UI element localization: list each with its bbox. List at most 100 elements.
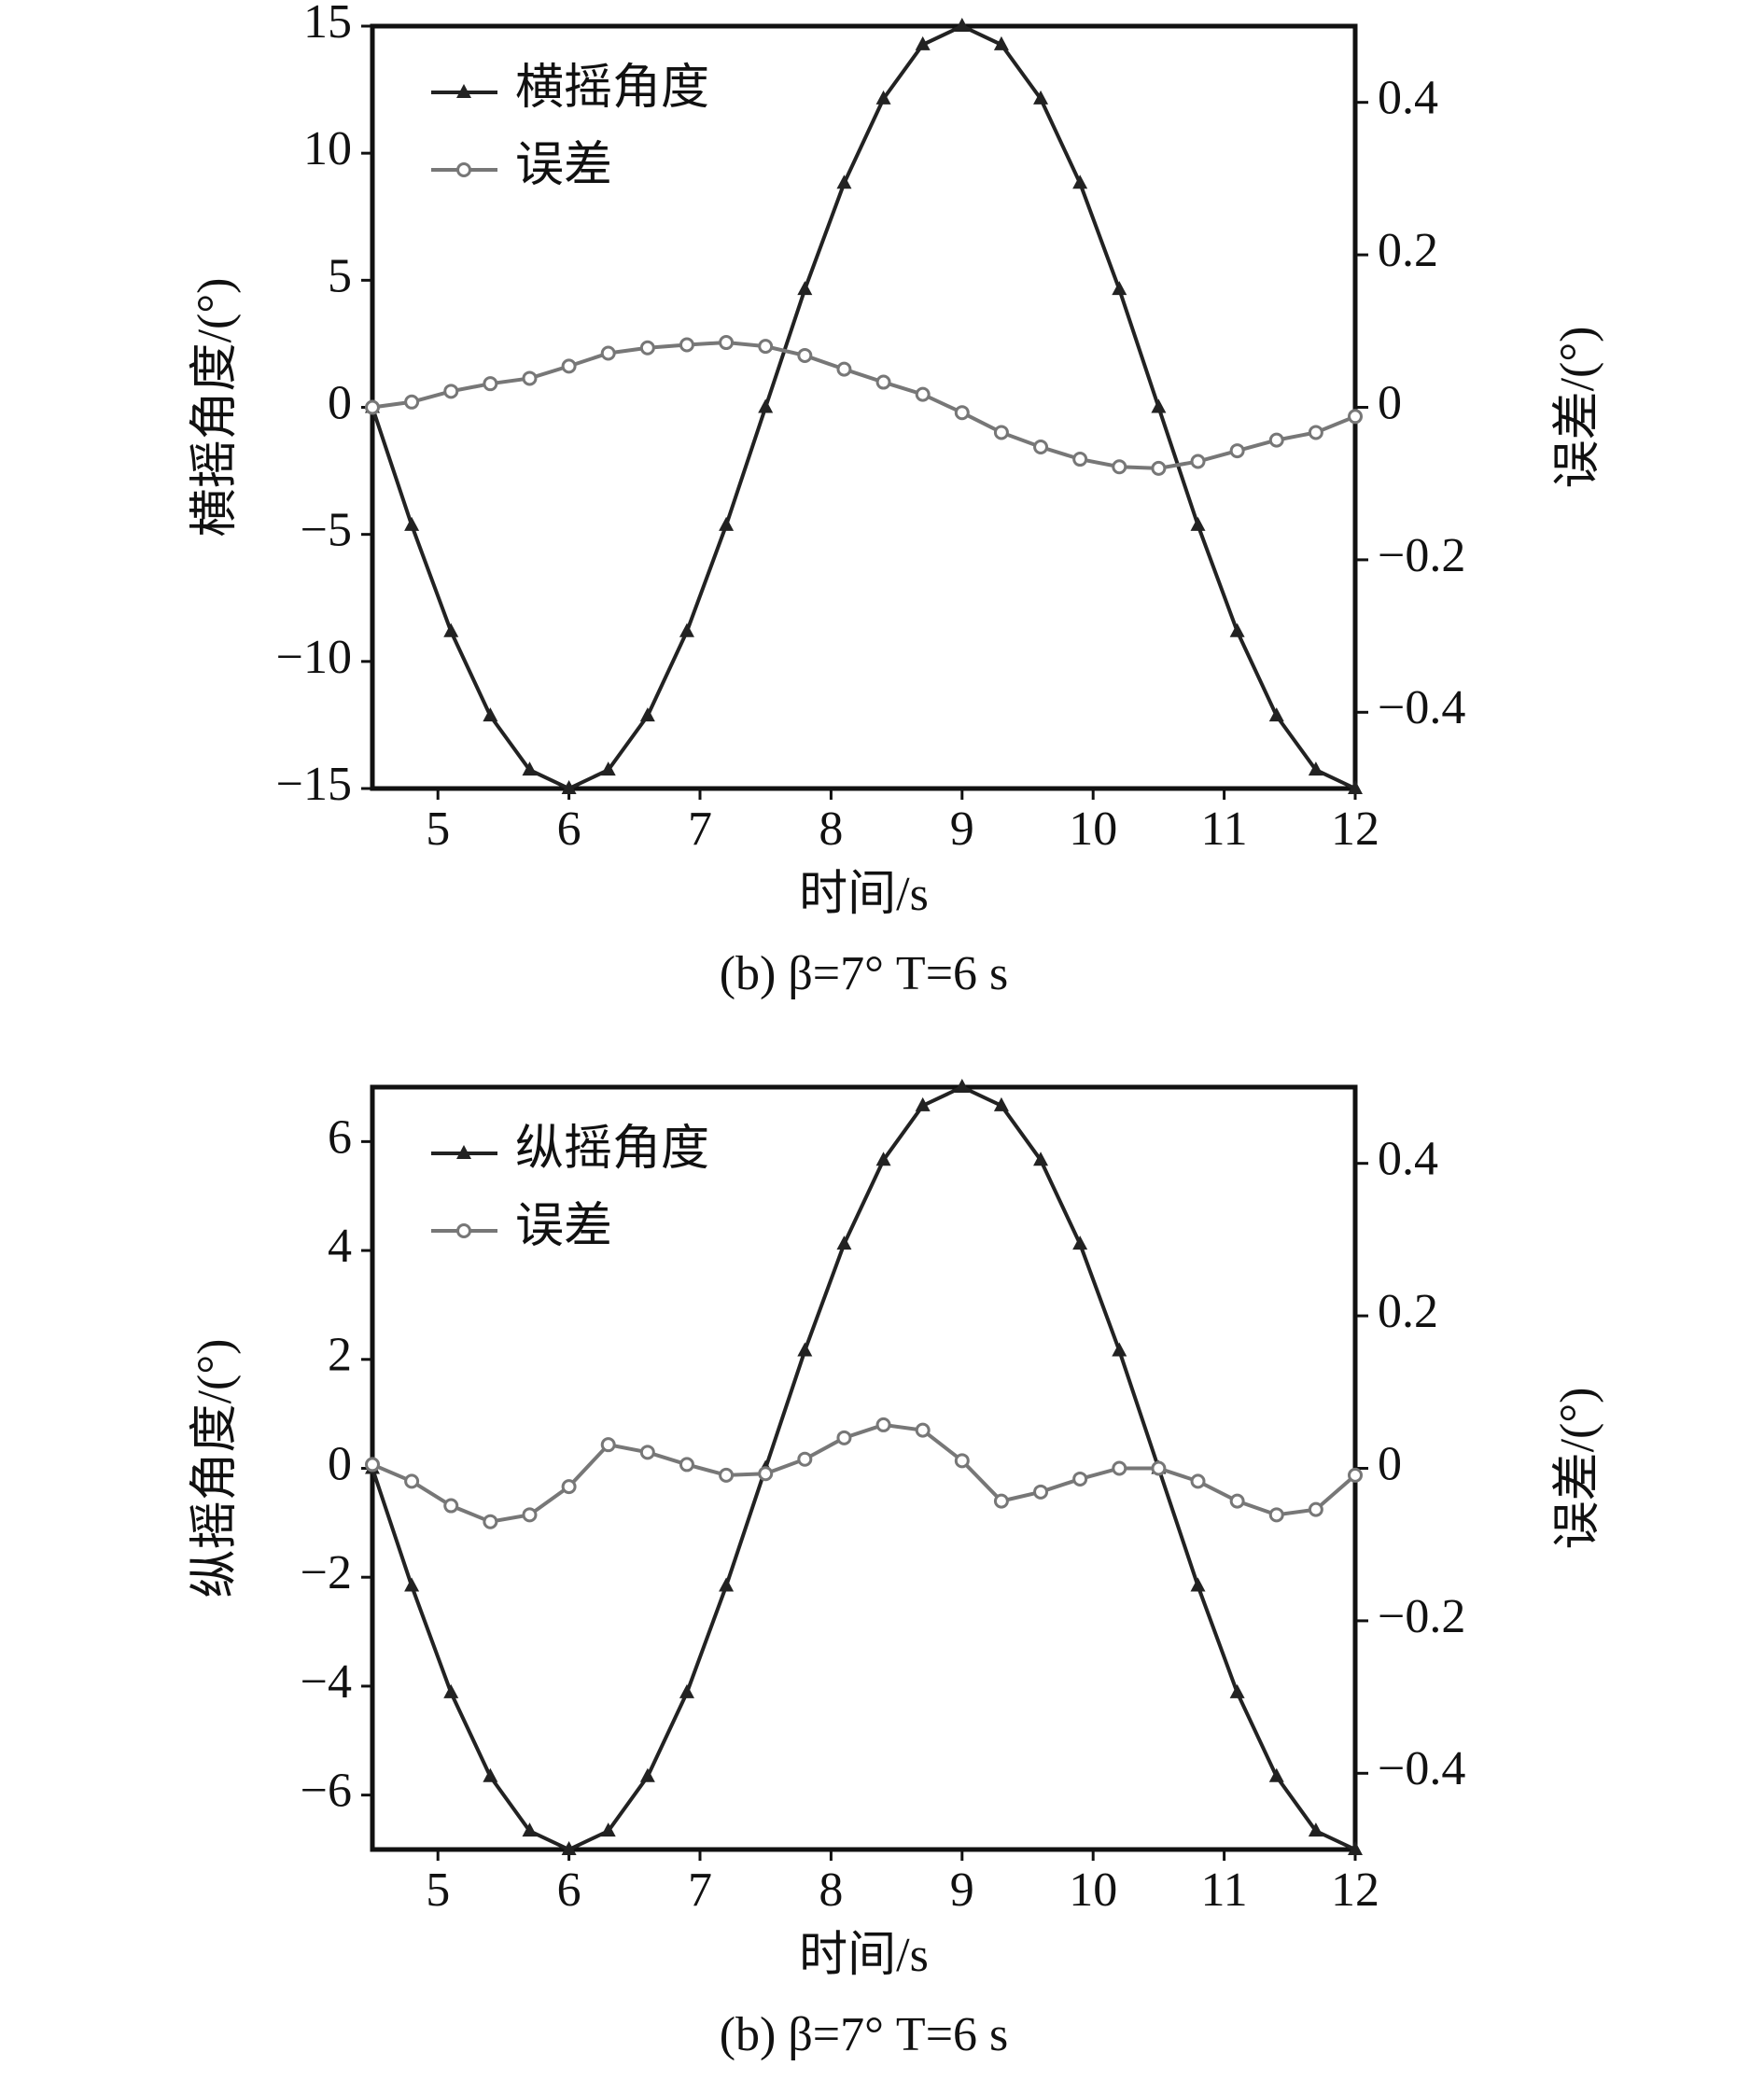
series-line bbox=[371, 1422, 1357, 1524]
y-tick-label: −5 bbox=[301, 504, 352, 557]
marker bbox=[719, 1577, 735, 1592]
y2-tick-label: 0.4 bbox=[1378, 72, 1438, 125]
marker bbox=[600, 1437, 616, 1453]
marker bbox=[679, 337, 694, 353]
marker bbox=[993, 35, 1009, 50]
marker bbox=[1033, 1484, 1049, 1500]
marker bbox=[1268, 1767, 1284, 1782]
marker bbox=[1308, 1822, 1323, 1837]
y2-tick-label: −0.2 bbox=[1378, 1590, 1465, 1643]
y2-tick-label: −0.4 bbox=[1378, 681, 1465, 734]
marker bbox=[1348, 780, 1363, 794]
x-tick-label: 11 bbox=[1201, 803, 1248, 856]
y-tick-label: 15 bbox=[303, 0, 352, 49]
series-line bbox=[371, 23, 1356, 791]
y2-tick-label: −0.4 bbox=[1378, 1742, 1465, 1795]
marker bbox=[915, 1096, 931, 1111]
x-tick-label: 8 bbox=[819, 1864, 843, 1917]
marker bbox=[404, 1577, 420, 1592]
y2-tick-label: 0 bbox=[1378, 376, 1402, 429]
x-tick-label: 10 bbox=[1069, 1864, 1117, 1917]
marker bbox=[1229, 1683, 1245, 1698]
marker bbox=[1033, 1152, 1049, 1166]
marker bbox=[639, 340, 655, 356]
y-tick-label: 4 bbox=[328, 1220, 352, 1273]
marker bbox=[522, 1822, 538, 1837]
marker bbox=[993, 1493, 1009, 1509]
y-tick-label: 6 bbox=[328, 1110, 352, 1164]
marker bbox=[1229, 443, 1245, 459]
marker bbox=[1348, 1467, 1363, 1483]
x-tick-label: 11 bbox=[1201, 1864, 1248, 1917]
x-tick-label: 9 bbox=[950, 803, 974, 856]
marker bbox=[1151, 398, 1167, 413]
marker bbox=[758, 339, 774, 355]
marker bbox=[1268, 1507, 1284, 1523]
marker bbox=[719, 335, 735, 351]
marker bbox=[954, 1453, 970, 1469]
chart: 5 6 7 8 9 10 11 12 −15 −10 −5 0 5 10 15 −0.4 −0.2 0 0.2 0.4… bbox=[189, 0, 1604, 1000]
marker bbox=[719, 516, 735, 531]
legend-marker bbox=[456, 84, 471, 98]
marker bbox=[1348, 409, 1363, 425]
marker bbox=[600, 345, 616, 361]
marker bbox=[836, 174, 852, 189]
marker bbox=[404, 1473, 420, 1489]
marker bbox=[483, 707, 498, 722]
x-tick-label: 7 bbox=[688, 803, 712, 856]
caption: (b) β=7° T=6 s bbox=[720, 2008, 1009, 2061]
x-tick-label: 5 bbox=[426, 1864, 450, 1917]
y2-axis-label: 误差/(°) bbox=[1551, 327, 1604, 489]
marker bbox=[954, 18, 970, 32]
marker bbox=[404, 516, 420, 531]
marker bbox=[875, 1417, 891, 1432]
marker bbox=[483, 1514, 498, 1529]
y-tick-label: 10 bbox=[303, 122, 352, 175]
y2-tick-label: 0 bbox=[1378, 1437, 1402, 1490]
marker bbox=[483, 376, 498, 392]
marker bbox=[600, 1822, 616, 1837]
y-tick-label: 0 bbox=[328, 1437, 352, 1490]
marker bbox=[561, 1841, 577, 1855]
marker bbox=[797, 347, 813, 363]
marker bbox=[875, 1152, 891, 1166]
marker bbox=[993, 425, 1009, 440]
marker bbox=[1072, 1471, 1088, 1487]
marker bbox=[522, 370, 538, 386]
marker bbox=[443, 622, 459, 637]
marker bbox=[639, 1445, 655, 1460]
marker bbox=[483, 1767, 498, 1782]
y-tick-label: −15 bbox=[276, 758, 352, 811]
marker bbox=[1268, 707, 1284, 722]
marker bbox=[443, 1498, 459, 1514]
marker bbox=[1190, 1473, 1206, 1489]
y-tick-label: −10 bbox=[276, 631, 352, 684]
marker bbox=[1268, 432, 1284, 448]
x-tick-label: 6 bbox=[557, 803, 581, 856]
x-tick-label: 6 bbox=[557, 1864, 581, 1917]
marker bbox=[639, 1767, 655, 1782]
marker bbox=[600, 761, 616, 776]
legend-label: 纵摇角度 bbox=[515, 1123, 709, 1176]
marker bbox=[1112, 1460, 1127, 1476]
marker bbox=[797, 1451, 813, 1467]
x-tick-label: 10 bbox=[1069, 803, 1117, 856]
marker bbox=[561, 780, 577, 794]
marker bbox=[1151, 460, 1167, 476]
y-tick-label: 0 bbox=[328, 376, 352, 429]
x-axis-label: 时间/s bbox=[799, 868, 929, 921]
marker bbox=[1112, 1342, 1127, 1357]
marker bbox=[443, 384, 459, 399]
marker bbox=[404, 394, 420, 410]
legend-label: 误差 bbox=[515, 139, 612, 192]
y2-axis-label: 误差/(°) bbox=[1551, 1388, 1604, 1550]
marker bbox=[797, 281, 813, 296]
marker bbox=[719, 1467, 735, 1483]
marker bbox=[522, 761, 538, 776]
marker bbox=[836, 1235, 852, 1250]
series-line bbox=[371, 341, 1356, 470]
legend-label: 误差 bbox=[515, 1200, 612, 1253]
marker bbox=[561, 358, 577, 374]
marker bbox=[915, 386, 931, 402]
marker bbox=[954, 405, 970, 421]
